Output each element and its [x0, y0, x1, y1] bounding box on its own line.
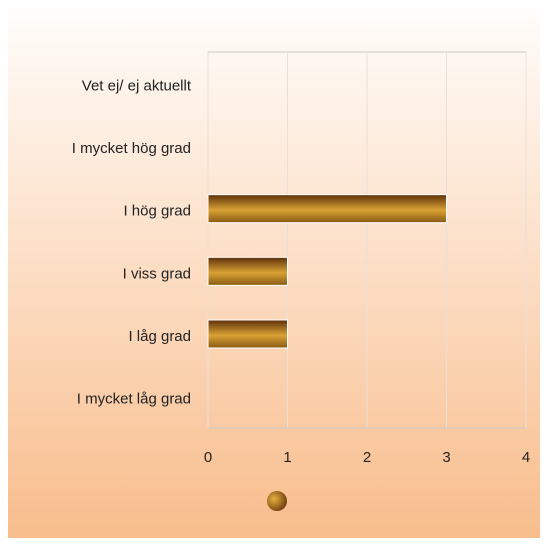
- x-tick-label: 4: [522, 449, 530, 466]
- bar: [207, 256, 288, 286]
- bar: [207, 319, 288, 349]
- bar: [207, 194, 447, 224]
- x-tick-label: 1: [283, 449, 291, 466]
- y-tick-label: I mycket låg grad: [77, 391, 191, 408]
- x-tick-label: 3: [442, 449, 450, 466]
- y-tick-label: I viss grad: [123, 265, 191, 282]
- x-tick-label: 0: [204, 449, 212, 466]
- legend-marker: [267, 491, 287, 511]
- y-tick-label: I låg grad: [128, 328, 191, 345]
- y-tick-label: Vet ej/ ej aktuellt: [82, 77, 192, 94]
- y-tick-label: I mycket hög grad: [72, 140, 191, 157]
- x-tick-label: 2: [363, 449, 371, 466]
- y-tick-label: I hög grad: [123, 203, 191, 220]
